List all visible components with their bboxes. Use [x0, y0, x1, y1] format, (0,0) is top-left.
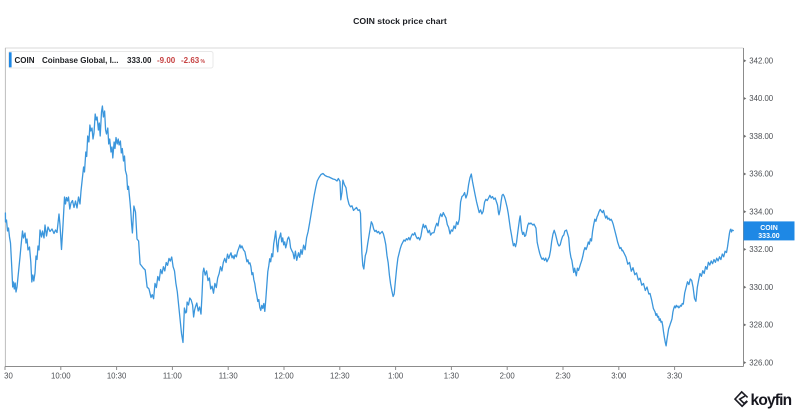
svg-text:2:30: 2:30 [555, 372, 571, 381]
svg-text:11:00: 11:00 [163, 372, 183, 381]
svg-text:333.00: 333.00 [758, 233, 780, 240]
svg-text:333.00: 333.00 [127, 56, 152, 65]
svg-text:332.00: 332.00 [749, 245, 774, 254]
svg-text:2:00: 2:00 [500, 372, 516, 381]
svg-text:342.00: 342.00 [749, 57, 774, 66]
svg-text:1:00: 1:00 [388, 372, 404, 381]
svg-text:COIN: COIN [760, 225, 778, 232]
svg-text:326.00: 326.00 [749, 358, 774, 367]
svg-text:338.00: 338.00 [749, 132, 774, 141]
svg-text:%: % [201, 59, 206, 65]
svg-text:11:30: 11:30 [219, 372, 239, 381]
svg-text:10:30: 10:30 [107, 372, 127, 381]
svg-text:328.00: 328.00 [749, 321, 774, 330]
svg-text:koyfin: koyfin [751, 392, 792, 409]
svg-text:12:30: 12:30 [330, 372, 350, 381]
svg-text:Coinbase Global, I...: Coinbase Global, I... [42, 56, 118, 65]
svg-text:-2.63: -2.63 [181, 56, 200, 65]
svg-text:3:00: 3:00 [611, 372, 627, 381]
svg-text:330.00: 330.00 [749, 283, 774, 292]
svg-text:COIN: COIN [15, 56, 35, 65]
svg-text:10:00: 10:00 [51, 372, 71, 381]
svg-text:30: 30 [4, 372, 13, 381]
svg-text:-9.00: -9.00 [157, 56, 176, 65]
svg-text:1:30: 1:30 [444, 372, 460, 381]
svg-text:3:30: 3:30 [667, 372, 683, 381]
svg-text:336.00: 336.00 [749, 170, 774, 179]
svg-text:12:00: 12:00 [274, 372, 294, 381]
svg-text:334.00: 334.00 [749, 207, 774, 216]
svg-text:COIN stock price chart: COIN stock price chart [353, 16, 447, 26]
svg-text:340.00: 340.00 [749, 94, 774, 103]
